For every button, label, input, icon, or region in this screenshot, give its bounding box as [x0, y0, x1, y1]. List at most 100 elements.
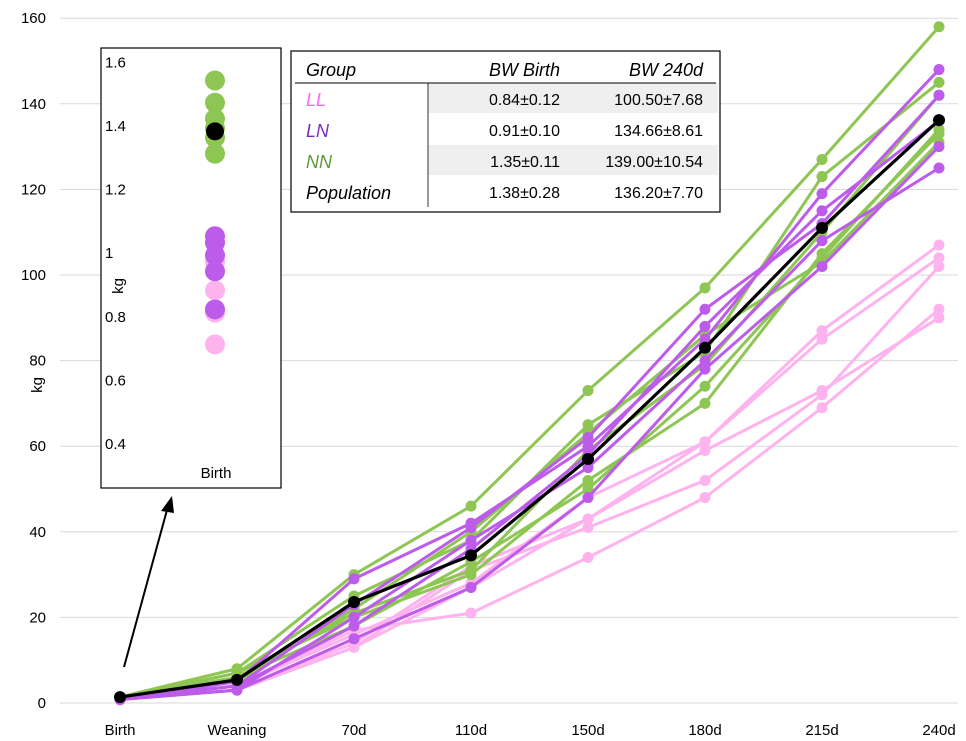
- data-point: [933, 21, 945, 33]
- data-point: [933, 123, 945, 135]
- series-line: [119, 145, 941, 701]
- series-line: [119, 25, 941, 699]
- inset-y-axis: 0.4 0.6 0.8 1 1.2 1.4 1.6: [105, 54, 126, 453]
- data-point: [231, 673, 243, 686]
- main-x-axis: Birth Weaning 70d 110d 150d 180d 215d 240d: [105, 722, 956, 739]
- data-point: [582, 492, 594, 504]
- inset-y-tick-label: 0.4: [105, 436, 126, 453]
- main-y-tick-label: 0: [38, 695, 46, 712]
- data-point: [816, 402, 828, 414]
- data-point: [816, 221, 828, 234]
- main-x-tick-label: 150d: [571, 722, 604, 739]
- inset-point-nn: [205, 70, 225, 91]
- data-point: [348, 595, 360, 608]
- inset-y-tick-label: 0.8: [105, 309, 126, 326]
- data-point: [582, 462, 594, 474]
- main-x-tick-label: Weaning: [208, 722, 267, 739]
- data-point: [582, 474, 594, 486]
- table-row-ln-bw-birth: 0.91±0.10: [489, 123, 560, 140]
- data-point: [933, 114, 945, 127]
- data-point: [816, 235, 828, 247]
- main-x-tick-label: 70d: [341, 722, 366, 739]
- data-point: [699, 341, 711, 354]
- data-point: [933, 141, 945, 153]
- data-point: [699, 320, 711, 332]
- table-header-group: Group: [306, 60, 356, 80]
- inset-point-population: [206, 122, 224, 141]
- table-row-population-bw-birth: 1.38±0.28: [489, 185, 560, 202]
- main-y-tick-label: 40: [29, 524, 46, 541]
- data-point: [348, 611, 360, 623]
- main-y-axis-label: kg: [29, 377, 46, 393]
- data-point: [699, 282, 711, 294]
- data-point: [582, 483, 594, 495]
- data-point: [582, 419, 594, 431]
- series-line: [119, 119, 940, 701]
- data-point: [699, 333, 711, 345]
- data-point: [582, 453, 594, 466]
- data-point: [465, 581, 477, 593]
- data-point: [933, 89, 945, 101]
- inset-x-label: Birth: [201, 465, 232, 482]
- data-point: [348, 620, 360, 632]
- data-point: [699, 303, 711, 315]
- table-header-bw-birth: BW Birth: [489, 60, 560, 80]
- data-point: [465, 549, 477, 562]
- data-point: [348, 573, 360, 585]
- table-row-ln-bw-240d: 134.66±8.61: [614, 123, 703, 140]
- table-row-shade: [428, 145, 718, 175]
- main-y-tick-label: 120: [21, 181, 46, 198]
- inset-y-tick-label: 1.6: [105, 54, 126, 71]
- data-point: [816, 325, 828, 337]
- table-row-population-group: Population: [306, 183, 391, 203]
- data-point: [348, 641, 360, 653]
- series-line: [119, 166, 940, 702]
- data-point: [582, 432, 594, 444]
- data-point: [699, 363, 711, 375]
- main-y-tick-label: 160: [21, 10, 46, 27]
- data-point: [699, 492, 711, 504]
- inset-arrow: [123, 496, 174, 668]
- data-point: [933, 76, 945, 88]
- stats-table: Group BW Birth BW 240d LL 0.84±0.12 100.…: [290, 50, 721, 213]
- data-point: [816, 260, 828, 272]
- main-y-tick-label: 60: [29, 438, 46, 455]
- inset-point-ll: [205, 280, 225, 301]
- main-series-group: [114, 21, 945, 706]
- data-point: [582, 513, 594, 525]
- table-row-shade: [428, 83, 718, 113]
- inset-y-tick-label: 1: [105, 245, 113, 262]
- main-x-tick-label: Birth: [105, 722, 136, 739]
- series-population: [114, 114, 945, 704]
- data-point: [114, 691, 126, 704]
- inset-y-tick-label: 1.2: [105, 182, 126, 199]
- data-point: [816, 205, 828, 217]
- inset-points-group: [205, 70, 225, 355]
- data-point: [348, 633, 360, 645]
- inset-y-axis-label: kg: [110, 278, 127, 294]
- data-point: [582, 522, 594, 534]
- data-point: [699, 436, 711, 448]
- data-point: [816, 171, 828, 183]
- data-point: [933, 239, 945, 251]
- table-row-nn-bw-birth: 1.35±0.11: [490, 154, 560, 171]
- main-x-tick-label: 110d: [455, 722, 487, 739]
- data-point: [933, 312, 945, 324]
- main-y-axis: 0 20 40 60 80 100 120 140 160: [21, 10, 46, 712]
- data-point: [816, 333, 828, 345]
- table-row-ln-group: LN: [306, 121, 330, 141]
- main-y-tick-label: 20: [29, 609, 46, 626]
- data-point: [933, 260, 945, 272]
- inset-point-ll: [205, 334, 225, 355]
- data-point: [933, 303, 945, 315]
- inset-point-nn: [205, 92, 225, 113]
- table-row-ll-bw-240d: 100.50±7.68: [614, 92, 703, 109]
- main-y-tick-label: 100: [21, 267, 46, 284]
- data-point: [816, 385, 828, 397]
- data-point: [816, 188, 828, 200]
- data-point: [933, 252, 945, 264]
- inset-point-nn: [205, 143, 225, 164]
- series-line: [119, 118, 941, 699]
- inset-point-ln: [205, 261, 225, 282]
